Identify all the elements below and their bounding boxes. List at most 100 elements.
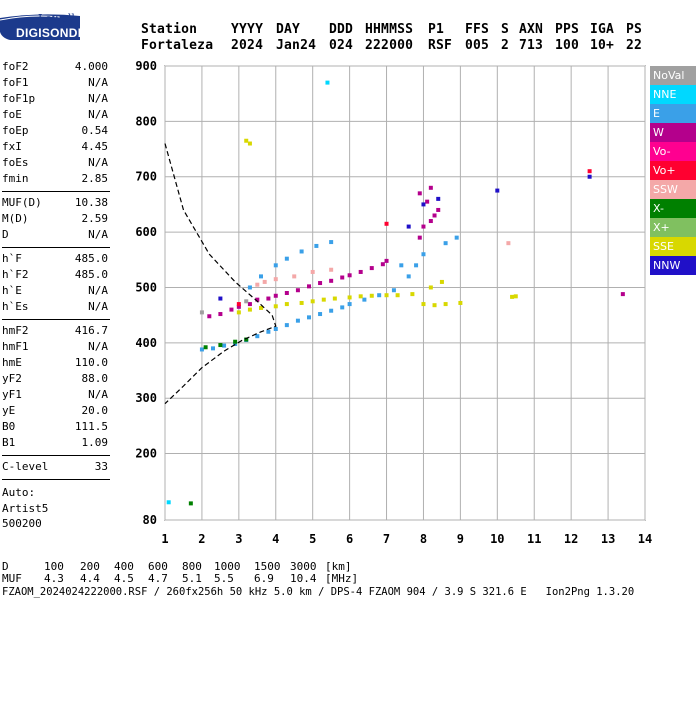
param-value: 20.0 [81, 404, 109, 417]
param-row-fmin: fmin 2.85 [2, 172, 108, 188]
param-value: 88.0 [81, 372, 109, 385]
param-label: B0 [2, 420, 16, 433]
param-value: N/A [88, 340, 108, 353]
echo-point [218, 343, 223, 348]
echo-point [443, 241, 448, 246]
x-tick-label: 2 [198, 532, 205, 546]
param-label: hmF1 [2, 340, 29, 353]
echo-point [244, 299, 249, 304]
header-value: 2024 [231, 38, 264, 53]
echo-point [436, 196, 441, 201]
echo-point [358, 269, 363, 274]
echo-point [513, 294, 518, 299]
echo-point [421, 302, 426, 307]
x-tick-label: 13 [601, 532, 615, 546]
x-tick-label: 12 [564, 532, 578, 546]
echo-point [247, 302, 252, 307]
header-value: 713 [519, 38, 544, 53]
axis-tick-labels: 1 2 3 4 5 6 7 8 9 10 11 12 13 14802003004005006007008… [135, 59, 652, 546]
x-tick-label: 3 [235, 532, 242, 546]
x-tick-label: 6 [346, 532, 353, 546]
echo-point [436, 207, 441, 212]
x-tick-label: 8 [420, 532, 427, 546]
echo-point [325, 80, 330, 85]
param-value: 1.09 [81, 436, 109, 449]
echo-point [236, 304, 241, 309]
echo-point [284, 291, 289, 295]
footer-cell: 600 [148, 560, 168, 573]
legend-label: Vo+ [653, 164, 676, 177]
param-row-foe: foE N/A [2, 108, 108, 124]
legend-item: W [650, 123, 696, 142]
footer-cell: [km] [325, 560, 352, 573]
header-value: 2 [501, 38, 510, 53]
param-value: N/A [88, 108, 108, 121]
footer-cell: 1000 [214, 560, 241, 573]
echo-point [188, 501, 193, 506]
footer-cell: 800 [182, 560, 202, 573]
echo-point [410, 292, 415, 297]
footer-cell: 4.3 [44, 572, 64, 585]
echo-point [384, 221, 389, 226]
echo-point [443, 302, 448, 307]
echo-point [399, 263, 404, 268]
x-tick-label: 11 [527, 532, 541, 546]
echo-point [247, 141, 252, 146]
echo-point [329, 267, 334, 272]
echo-point [347, 295, 352, 300]
echo-point [495, 188, 500, 193]
echo-point [417, 235, 422, 240]
param-label: foEp [2, 124, 29, 137]
muf-distance-row: D 100 200 400 600 800 1000 1500 3000 [km… [2, 560, 352, 703]
param-row-fof1: foF1 N/A [2, 76, 108, 92]
header-label: AXN [519, 22, 544, 37]
ionogram-plot: 1 2 3 4 5 6 7 8 9 10 11 12 13 14802003004005006007008… [135, 59, 652, 546]
divider [2, 319, 110, 320]
param-row-hmf1: hmF1 N/A [2, 340, 108, 356]
param-value: N/A [88, 156, 108, 169]
header-label: P1 [428, 22, 445, 37]
header-value: 024 [329, 38, 354, 53]
param-value: 416.7 [74, 324, 108, 337]
echo-point [211, 346, 215, 351]
footer-cell: 6.9 [254, 572, 274, 585]
header-value: 22 [626, 38, 643, 53]
echo-point [340, 275, 345, 280]
plot-frame [164, 65, 646, 521]
y-tick-label: 400 [135, 336, 157, 350]
echo-point [266, 329, 271, 334]
echo-point [207, 314, 212, 319]
echo-point [421, 224, 426, 229]
param-label: h`F [2, 252, 22, 265]
echo-point [255, 297, 260, 302]
echo-point [432, 213, 437, 218]
param-row-b1: B1 1.09 [2, 436, 108, 452]
echo-point [199, 310, 204, 315]
legend-label: SSE [653, 240, 674, 253]
param-row-fof2: foF2 4.000 [2, 60, 108, 76]
header-label: Station [141, 22, 198, 37]
echo-point [233, 339, 238, 344]
echo-point [236, 310, 241, 315]
echo-point [273, 326, 278, 331]
param-row-hes: h`Es N/A [2, 300, 108, 316]
autoscale-label: Auto: [2, 486, 36, 499]
param-label: M(D) [2, 212, 29, 225]
param-value: 33 [94, 460, 108, 473]
param-row-he: h`E N/A [2, 284, 108, 300]
echo-point [421, 252, 426, 257]
header-value: 005 [465, 38, 490, 53]
echo-point [310, 269, 315, 274]
param-row-hmf2: hmF2 416.7 [2, 324, 108, 340]
param-value: N/A [88, 76, 108, 89]
echo-point [587, 174, 592, 179]
divider [2, 191, 110, 192]
param-label: foF1 [2, 76, 29, 89]
echo-point [340, 305, 345, 310]
echo-point [247, 307, 252, 312]
echo-point [236, 302, 241, 307]
param-row-hf: h`F 485.0 [2, 252, 108, 268]
param-label: foF2 [2, 60, 29, 73]
echo-point [273, 277, 278, 282]
x-tick-label: 5 [309, 532, 316, 546]
